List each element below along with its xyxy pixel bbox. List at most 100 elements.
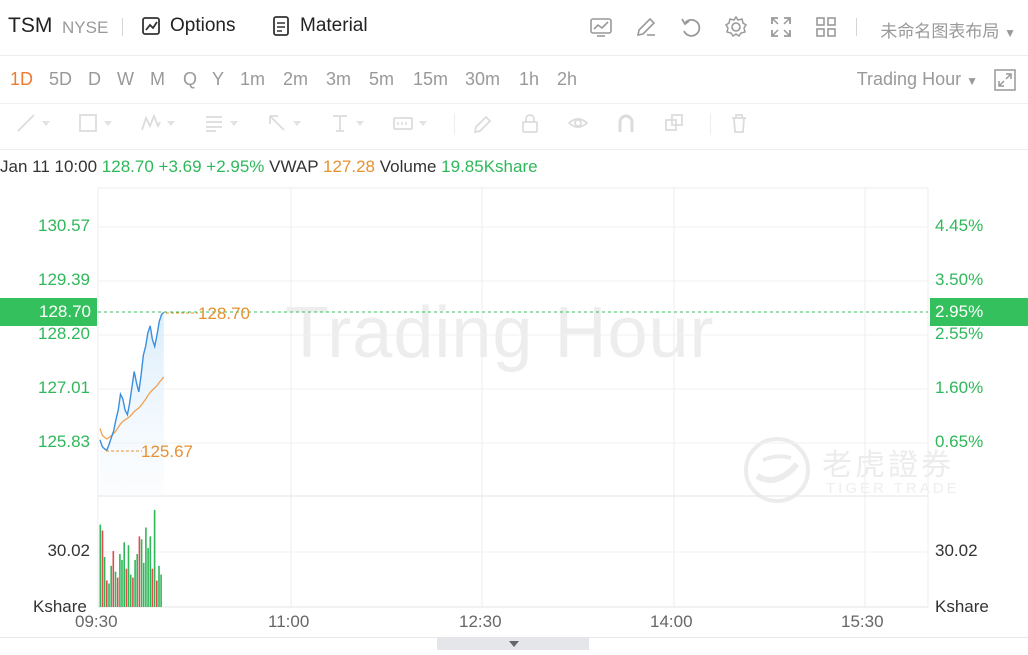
- document-icon: [273, 16, 289, 36]
- pct-axis-tick: 4.45%: [935, 216, 984, 235]
- tool-caret-icon[interactable]: [419, 121, 427, 126]
- volume-bar: [142, 562, 145, 607]
- layout-grid-icon[interactable]: [814, 15, 838, 39]
- volume-bar: [129, 574, 132, 607]
- layout-selector[interactable]: 未命名图表布局 ▼: [880, 17, 1016, 42]
- magnet-icon[interactable]: [615, 112, 637, 134]
- quote-change-pct: +2.95%: [206, 157, 265, 176]
- volume-unit-label: Kshare: [33, 597, 87, 616]
- time-axis-tick: 12:30: [459, 612, 502, 631]
- timeframe-2h[interactable]: 2h: [557, 69, 578, 89]
- timeframe-m[interactable]: M: [150, 69, 165, 89]
- volume-bar: [136, 554, 138, 607]
- price-axis-tick: 127.01: [38, 378, 90, 397]
- material-label: Material: [300, 15, 368, 36]
- volume-bar: [125, 568, 128, 607]
- text-tool-icon[interactable]: [329, 112, 351, 134]
- time-axis-tick: 14:00: [650, 612, 693, 631]
- trash-icon[interactable]: [728, 112, 750, 134]
- time-axis-tick: 15:30: [841, 612, 884, 631]
- tool-caret-icon[interactable]: [104, 121, 112, 126]
- measure-tool-icon[interactable]: [392, 112, 414, 134]
- chart-type-icon[interactable]: [589, 15, 613, 39]
- fullscreen-icon[interactable]: [769, 15, 793, 39]
- brush-tool-icon[interactable]: [471, 112, 493, 134]
- low-price-annotation: 125.67: [141, 442, 193, 461]
- expand-icon[interactable]: [993, 68, 1017, 92]
- settings-icon[interactable]: [724, 15, 748, 39]
- toolbar-divider: [710, 113, 711, 135]
- volume-bar: [158, 565, 160, 607]
- material-button[interactable]: Material: [270, 15, 368, 37]
- current-pct-tag: 2.95%: [930, 298, 1028, 326]
- quote-price: 128.70: [101, 157, 154, 176]
- vwap-line: [99, 376, 165, 440]
- volume-bar: [116, 577, 119, 607]
- caret-down-icon: ▼: [1004, 26, 1016, 40]
- timeframe-2m[interactable]: 2m: [283, 69, 309, 89]
- lock-icon[interactable]: [519, 112, 541, 134]
- volume-bar: [103, 557, 106, 607]
- pct-axis-tick: 0.65%: [935, 432, 984, 451]
- scroll-caret-down-icon[interactable]: [509, 641, 519, 647]
- timeframe-15m[interactable]: 15m: [413, 69, 449, 89]
- options-button[interactable]: Options: [140, 15, 235, 37]
- volume-bar: [99, 524, 102, 607]
- timeframe-y[interactable]: Y: [212, 69, 225, 89]
- drawing-toolbar: [0, 103, 1028, 150]
- timeframe-3m[interactable]: 3m: [326, 69, 352, 89]
- tool-caret-icon[interactable]: [167, 121, 175, 126]
- last-price-annotation: 128.70: [198, 304, 250, 323]
- volume-bar: [140, 539, 143, 607]
- tool-caret-icon[interactable]: [356, 121, 364, 126]
- timeframe-5m[interactable]: 5m: [369, 69, 395, 89]
- timeframe-5d[interactable]: 5D: [49, 69, 73, 89]
- volume-bar: [108, 583, 110, 607]
- vwap-value: 127.28: [323, 157, 375, 176]
- pattern-tool-icon[interactable]: [140, 112, 162, 134]
- undo-icon[interactable]: [679, 15, 703, 39]
- arrow-tool-icon[interactable]: [266, 112, 288, 134]
- price-chart[interactable]: 128.70 125.67: [0, 148, 1028, 638]
- price-axis-tick: 129.39: [38, 270, 90, 289]
- timeframe-1d[interactable]: 1D: [10, 69, 34, 89]
- draw-icon[interactable]: [634, 15, 658, 39]
- price-axis-tick: 130.57: [38, 216, 90, 235]
- volume-bar: [110, 565, 112, 607]
- volume-bar: [156, 580, 158, 607]
- volume-bar: [127, 545, 130, 607]
- volume-bar: [132, 577, 134, 607]
- timeframe-30m[interactable]: 30m: [465, 69, 501, 89]
- divider: [122, 18, 123, 36]
- rectangle-tool-icon[interactable]: [77, 112, 99, 134]
- timeframe-1h[interactable]: 1h: [519, 69, 540, 89]
- volume-bar: [121, 559, 123, 607]
- vwap-label: VWAP: [269, 157, 319, 176]
- layout-name: 未命名图表布局: [880, 22, 1000, 41]
- fib-tool-icon[interactable]: [203, 112, 225, 134]
- timeframe-d[interactable]: D: [88, 69, 101, 89]
- volume-bar: [153, 509, 156, 607]
- chart-header: TSM NYSE Options Material 未命名图表布局 ▼: [0, 0, 1028, 56]
- copy-icon[interactable]: [663, 112, 685, 134]
- tool-caret-icon[interactable]: [230, 121, 238, 126]
- eye-icon[interactable]: [567, 112, 589, 134]
- price-axis-tick: 125.83: [38, 432, 90, 451]
- tool-caret-icon[interactable]: [293, 121, 301, 126]
- quote-datetime: Jan 11 10:00: [0, 157, 98, 176]
- brand-watermark-cn: 老虎證券: [822, 449, 954, 482]
- timeframe-1m[interactable]: 1m: [240, 69, 266, 89]
- time-axis-tick: 11:00: [268, 612, 310, 631]
- price-axis-tick: 128.20: [38, 324, 90, 343]
- line-tool-icon[interactable]: [15, 112, 37, 134]
- volume-bar: [134, 559, 136, 607]
- volume-unit-label-right: Kshare: [935, 597, 989, 616]
- timeframe-w[interactable]: W: [117, 69, 134, 89]
- quote-info-line: Jan 11 10:00 128.70 +3.69 +2.95% VWAP 12…: [0, 157, 538, 177]
- tool-caret-icon[interactable]: [42, 121, 50, 126]
- quote-change: +3.69: [158, 157, 202, 176]
- volume-value: 19.85Kshare: [441, 157, 538, 176]
- timeframe-q[interactable]: Q: [183, 69, 198, 89]
- ticker-symbol[interactable]: TSM: [8, 14, 53, 37]
- session-selector[interactable]: Trading Hour ▼: [857, 69, 978, 90]
